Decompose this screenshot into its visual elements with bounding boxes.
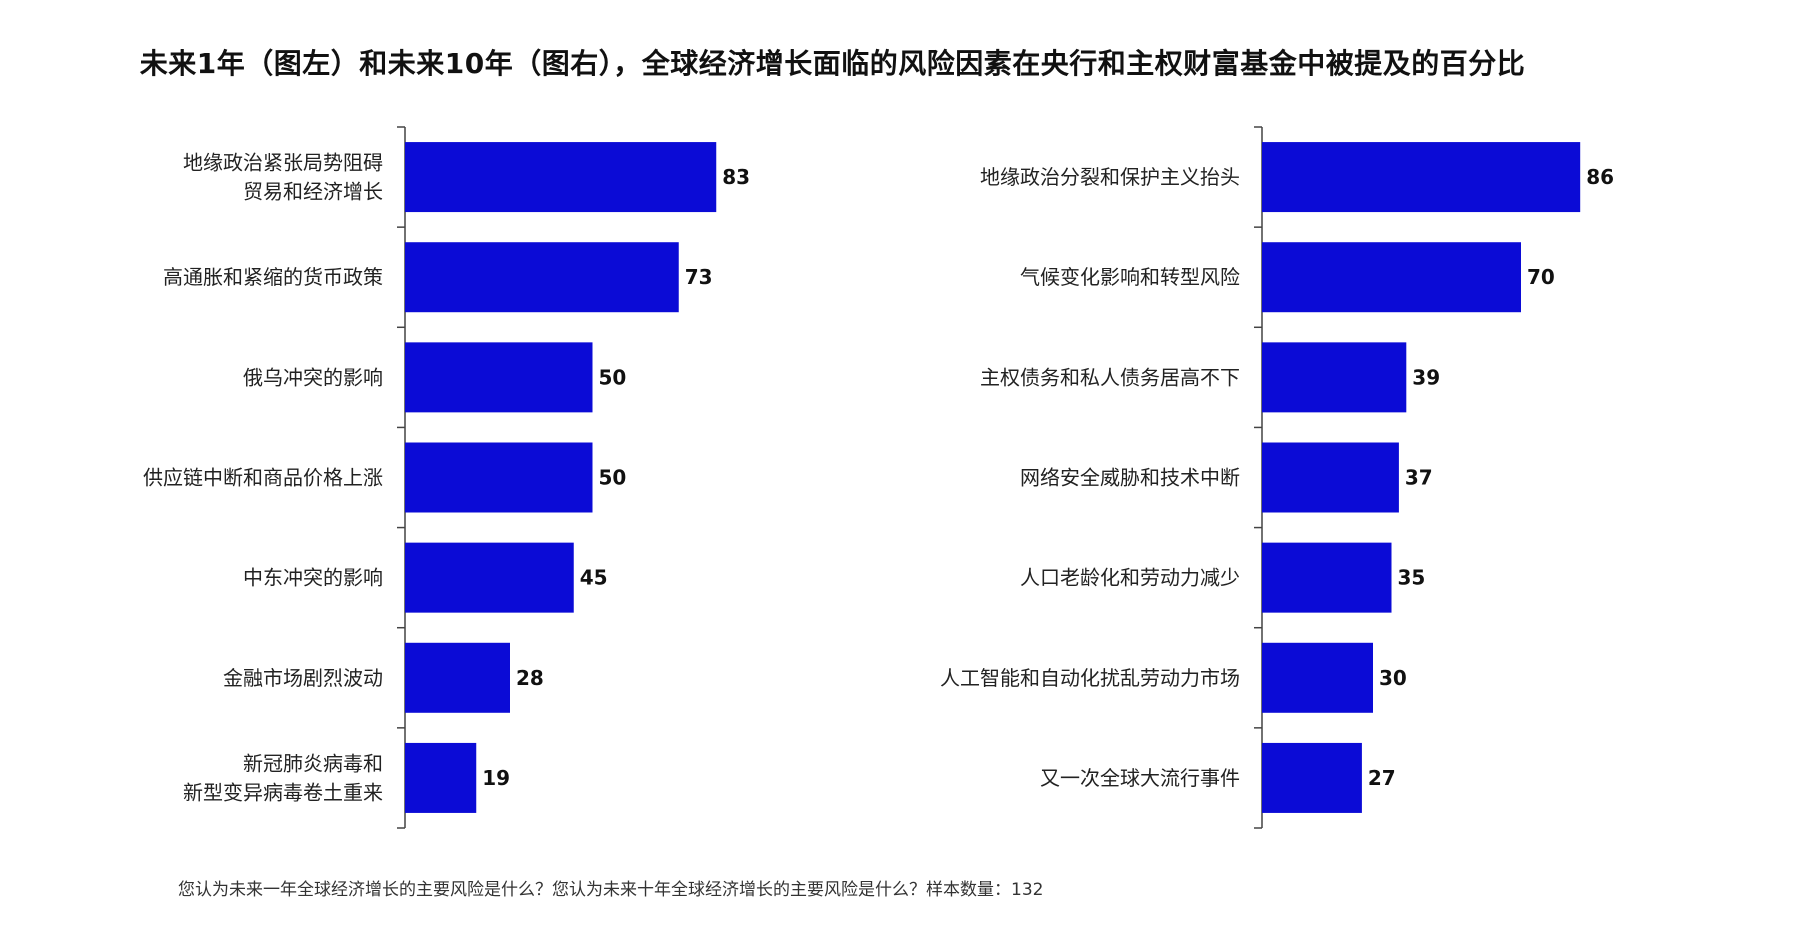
right-bar [1262,242,1521,313]
left-bar [405,642,510,713]
right-category-label: 又一次全球大流行事件 [1040,766,1240,790]
left-category-label: 中东冲突的影响 [243,566,383,590]
left-category-label: 俄乌冲突的影响 [243,365,383,389]
left-category-label: 金融市场剧烈波动 [223,666,383,690]
left-value-label: 50 [599,466,627,490]
right-category-label: 地缘政治分裂和保护主义抬头 [980,165,1240,189]
left-value-label: 28 [516,666,544,690]
right-chart-panel: 86 地缘政治分裂和保护主义抬头 70 气候变化影响和转型风险 39 主权债务和私人债务居… [940,126,1614,829]
left-value-label: 19 [482,766,510,790]
right-bar [1262,742,1362,813]
right-category-label: 主权债务和私人债务居高不下 [980,365,1240,389]
left-category-label: 供应链中断和商品价格上涨 [143,466,383,490]
right-bar [1262,342,1407,413]
left-category-label: 地缘政治紧张局势阻碍 [183,151,383,175]
right-value-label: 39 [1412,365,1440,389]
right-value-label: 70 [1527,265,1555,289]
left-bar [405,242,679,313]
left-value-label: 83 [722,165,750,189]
right-value-label: 35 [1398,566,1426,590]
right-value-label: 86 [1586,165,1614,189]
left-category-label: 新型变异病毒卷土重来 [183,780,383,804]
left-value-label: 73 [685,265,713,289]
right-value-label: 30 [1379,666,1407,690]
left-category-label: 新冠肺炎病毒和 [243,751,383,775]
right-value-label: 37 [1405,466,1433,490]
left-category-label: 贸易和经济增长 [243,180,383,204]
right-bar [1262,642,1373,713]
left-bar [405,142,717,213]
left-bar [405,542,574,613]
left-bar [405,742,477,813]
left-value-label: 50 [599,365,627,389]
right-bar [1262,542,1392,613]
right-value-label: 27 [1368,766,1396,790]
left-bar [405,342,593,413]
right-category-label: 人口老龄化和劳动力减少 [1020,566,1240,590]
chart-title: 未来1年（图左）和未来10年（图右），全球经济增长面临的风险因素在央行和主权财富… [139,47,1526,80]
right-bar [1262,442,1399,513]
left-category-label: 高通胀和紧缩的货币政策 [163,265,383,289]
left-bar [405,442,593,513]
footnote: 您认为未来一年全球经济增长的主要风险是什么？您认为未来十年全球经济增长的主要风险… [178,880,1044,900]
left-value-label: 45 [580,566,608,590]
right-category-label: 人工智能和自动化扰乱劳动力市场 [940,666,1240,690]
right-category-label: 气候变化影响和转型风险 [1020,265,1240,289]
right-bar [1262,142,1581,213]
right-category-label: 网络安全威胁和技术中断 [1020,466,1240,490]
